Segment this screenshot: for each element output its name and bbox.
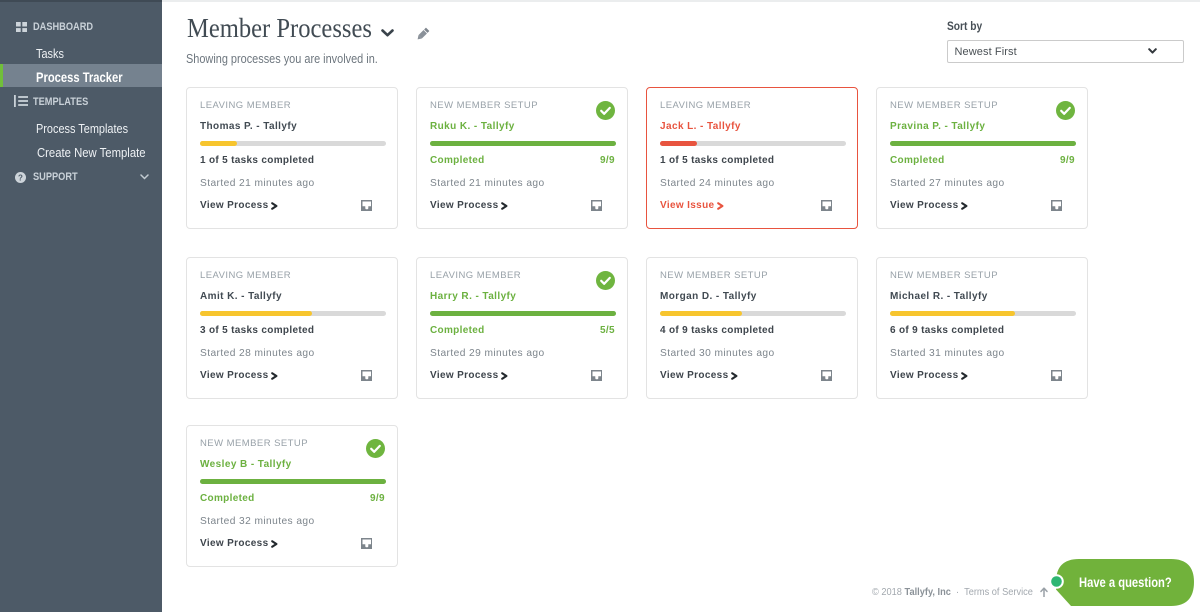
svg-text:?: ?: [18, 174, 23, 183]
